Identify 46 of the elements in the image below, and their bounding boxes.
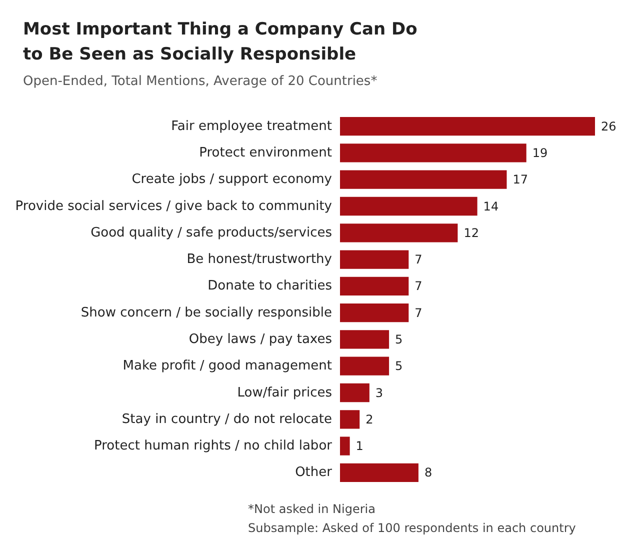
y-tick-label: Show concern / be socially responsible: [80, 305, 332, 320]
data-label: 14: [483, 199, 499, 214]
y-tick-label: Protect environment: [199, 145, 332, 160]
data-label: 19: [532, 146, 548, 160]
data-label: 7: [414, 306, 422, 320]
text: *Not asked in Nigeria: [248, 502, 376, 516]
bar: [340, 250, 409, 269]
text: Open-Ended, Total Mentions, Average of 20 Countries*: [23, 74, 378, 89]
data-label: 26: [601, 119, 616, 134]
y-tick-label: Create jobs / support economy: [132, 172, 332, 188]
y-tick-label: Other: [295, 465, 333, 480]
bar: [340, 276, 409, 296]
y-tick-label: Be honest/trustworthy: [186, 252, 332, 268]
y-tick-label: Obey laws / pay taxes: [188, 332, 332, 347]
data-label: 5: [395, 359, 403, 374]
chart-title: Most Important Thing a Company Can Do to Be Seen as Socially Responsible: [23, 20, 418, 64]
y-tick-label: Good quality / safe products/services: [90, 225, 332, 240]
y-tick-label: Stay in country / do not relocate: [122, 412, 332, 427]
bar: [340, 436, 350, 456]
y-tick-label: Protect human rights / no child labor: [94, 438, 333, 454]
data-label: 1: [356, 439, 364, 454]
bar: [340, 383, 370, 402]
y-tick-label: Low/fair prices: [237, 385, 332, 400]
bar: [340, 463, 418, 482]
y-tick-label: Make profit / good management: [122, 358, 332, 374]
bar: [340, 144, 526, 162]
data-label: 7: [414, 279, 422, 294]
data-label: 12: [464, 226, 479, 240]
bar: [340, 303, 409, 322]
y-tick-label: Provide social services / give back to community: [15, 198, 332, 214]
y-tick-label: Fair employee treatment: [171, 118, 332, 134]
bar: [340, 356, 390, 376]
bar: [340, 116, 595, 136]
y-tick-label: Donate to charities: [208, 278, 332, 294]
bar: [340, 224, 458, 242]
bar: [340, 330, 390, 349]
bar: [340, 196, 478, 216]
data-label: 3: [375, 386, 384, 400]
bar: [340, 410, 360, 429]
data-label: 8: [424, 466, 432, 480]
data-label: 17: [512, 172, 528, 187]
data-label: 5: [395, 332, 403, 346]
data-label: 7: [414, 252, 422, 267]
data-label: 2: [366, 412, 374, 426]
bar: [340, 170, 507, 189]
text: Subsample: Asked of 100 respondents in each country: [248, 521, 576, 535]
